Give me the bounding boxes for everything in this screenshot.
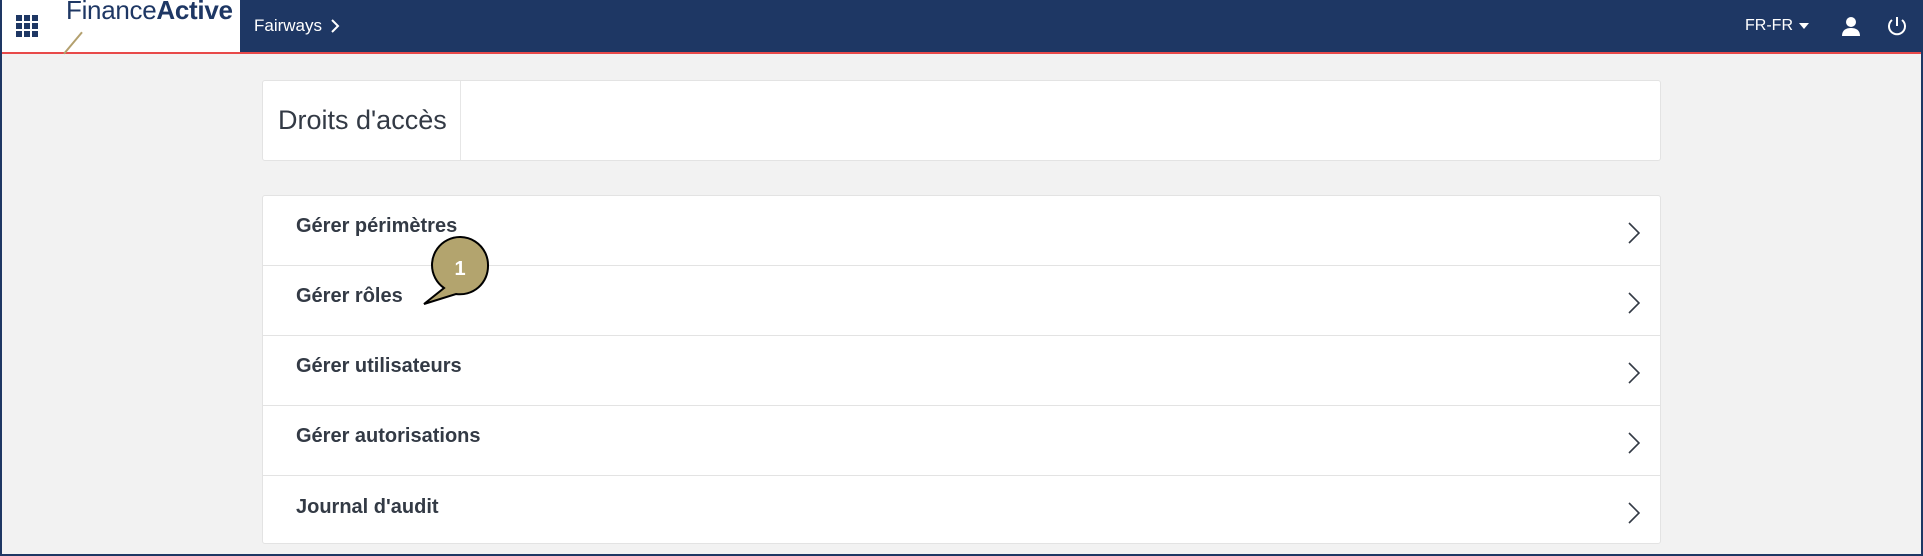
- chevron-right-icon: [1628, 362, 1640, 384]
- menu-item-label: Gérer utilisateurs: [296, 355, 462, 377]
- menu-item-gerer-roles[interactable]: Gérer rôles: [263, 266, 1660, 336]
- menu-item-label: Gérer rôles: [296, 285, 403, 307]
- breadcrumb-item[interactable]: Fairways: [254, 16, 323, 35]
- app-grid-icon[interactable]: [16, 15, 38, 37]
- annotation-callout: 1: [423, 236, 490, 305]
- caret-down-icon: [1799, 23, 1809, 29]
- menu-item-gerer-autorisations[interactable]: Gérer autorisations: [263, 406, 1660, 476]
- menu-item-journal-audit[interactable]: Journal d'audit: [263, 476, 1660, 546]
- chevron-right-icon: [1628, 432, 1640, 454]
- menu-item-label: Gérer autorisations: [296, 425, 481, 447]
- top-navbar: FinanceActive Fairways FR-FR: [0, 0, 1923, 55]
- breadcrumb[interactable]: Fairways: [254, 16, 340, 36]
- callout-bubble-shape: [423, 236, 490, 305]
- brand-area: FinanceActive: [0, 0, 240, 55]
- menu-item-gerer-utilisateurs[interactable]: Gérer utilisateurs: [263, 336, 1660, 406]
- language-label: FR-FR: [1745, 17, 1793, 34]
- page-title: Droits d'accès: [263, 81, 461, 160]
- chevron-right-icon: [1628, 292, 1640, 314]
- chevron-right-icon: [331, 19, 340, 33]
- menu-item-gerer-perimetres[interactable]: Gérer périmètres: [263, 196, 1660, 266]
- page-header-card: Droits d'accès: [262, 80, 1661, 161]
- menu-item-label: Gérer périmètres: [296, 215, 458, 237]
- user-icon[interactable]: [1839, 14, 1863, 38]
- callout-number: 1: [454, 258, 465, 280]
- chevron-right-icon: [1628, 502, 1640, 524]
- logo-text-bold: Active: [156, 0, 233, 25]
- logo-text: Finance: [66, 0, 157, 25]
- chevron-right-icon: [1628, 222, 1640, 244]
- menu-list: Gérer périmètres Gérer rôles Gérer utili…: [262, 195, 1661, 544]
- power-icon[interactable]: [1885, 14, 1909, 38]
- financeactive-logo[interactable]: FinanceActive: [63, 0, 240, 57]
- language-selector[interactable]: FR-FR: [1745, 17, 1809, 35]
- menu-item-label: Journal d'audit: [296, 495, 439, 518]
